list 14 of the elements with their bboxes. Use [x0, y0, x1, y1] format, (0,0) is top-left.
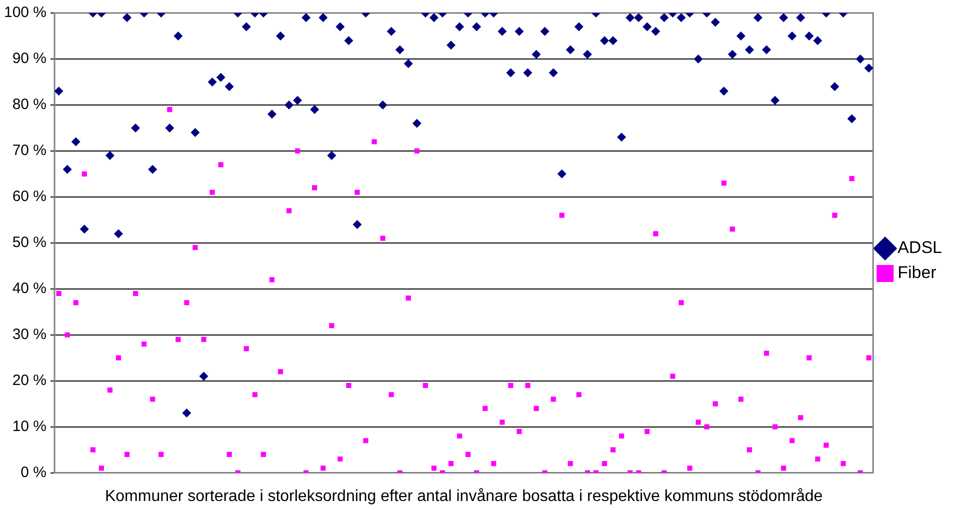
legend-label: Fiber	[898, 263, 937, 282]
legend-label: ADSL	[898, 238, 942, 258]
y-tick-label: 80 %	[12, 96, 47, 114]
y-tick-label: 20 %	[12, 372, 47, 389]
y-tick-label: 30 %	[12, 326, 47, 343]
y-tick-label: 0 %	[20, 464, 47, 481]
y-tick-label: 90 %	[12, 50, 47, 68]
y-tick-label: 100 %	[4, 4, 47, 22]
y-tick-label: 40 %	[12, 280, 47, 298]
y-tick-label: 10 %	[12, 418, 47, 435]
y-tick-label: 50 %	[12, 234, 47, 252]
y-tick-label: 60 %	[12, 188, 47, 206]
y-tick-label: 70 %	[12, 142, 47, 160]
x-axis-title: Kommuner sorterade i storleksordning efter antal invånare bosatta i respektive kommuns stödområde	[104, 488, 823, 505]
